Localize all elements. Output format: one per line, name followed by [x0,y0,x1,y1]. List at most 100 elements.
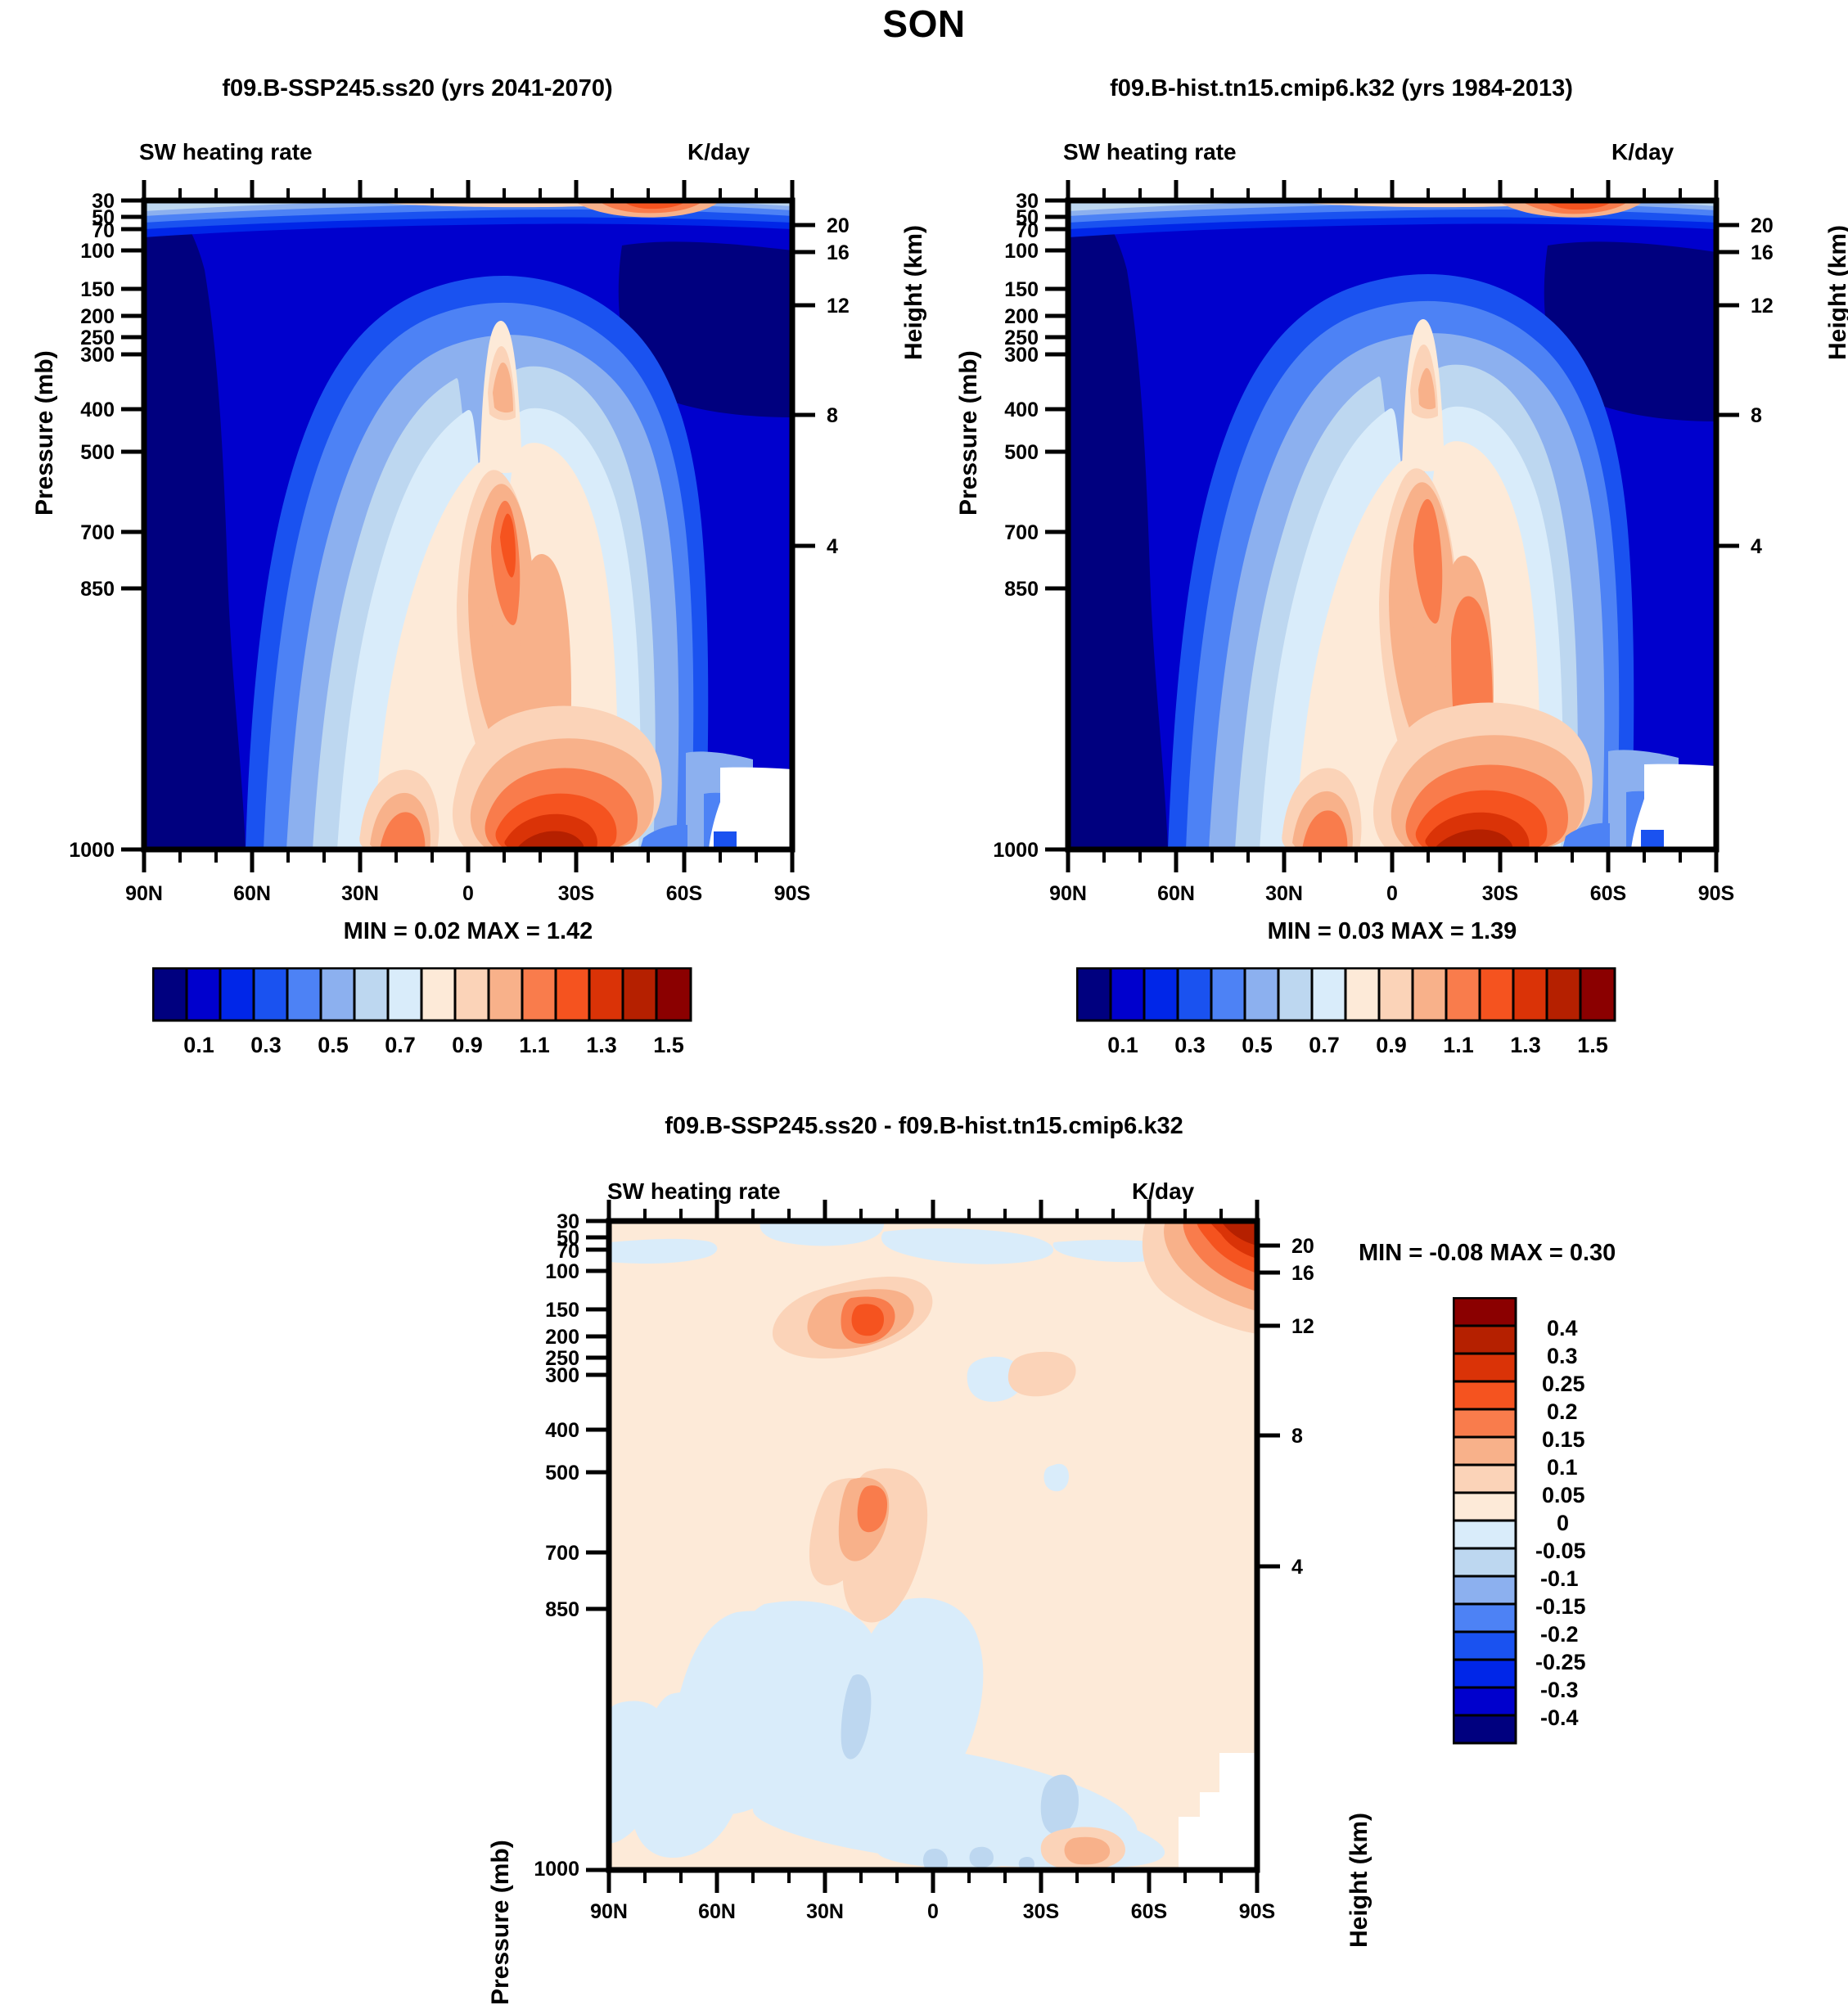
xtick-label: 90N [125,882,163,905]
colorbar-v-tick-label: -0.15 [1535,1594,1586,1619]
ytick-right-label: 4 [827,535,838,558]
ytick-label: 1000 [69,839,115,862]
panel-top-right-plot [1045,180,1739,872]
xtick-label: 90N [1049,882,1087,905]
panel-difference-units: K/day [1132,1178,1195,1204]
panel-difference-var-label: SW heating rate [607,1178,781,1204]
colorbar-v-tick-label: 0.15 [1542,1427,1585,1452]
xtick-label: 60N [233,882,271,905]
ytick-label: 500 [80,441,115,464]
panel-top-left-title: f09.B-SSP245.ss20 (yrs 2041-2070) [222,75,613,101]
ytick-label: 200 [1004,305,1039,328]
ytick-label: 700 [545,1542,579,1565]
colorbar-tick-label: 0.5 [1242,1033,1273,1057]
ytick-right-label: 12 [827,295,850,318]
ytick-label: 50 [557,1227,579,1250]
ytick-right-label: 12 [1291,1315,1314,1338]
xtick-label: 60S [1130,1900,1168,1923]
figure-suptitle: SON [882,2,966,45]
panel-top-right-minmax: MIN = 0.03 MAX = 1.39 [1267,918,1517,944]
panel-difference: f09.B-SSP245.ss20 - f09.B-hist.tn15.cmip… [0,1097,1848,2005]
xtick-label: 90S [1697,882,1735,905]
ytick-label: 700 [1004,521,1039,544]
xtick-label: 0 [462,882,474,905]
xtick-label: 90S [773,882,811,905]
xtick-label: 30N [806,1900,844,1923]
ytick-label: 400 [1004,399,1039,421]
ytick-right-label: 16 [1291,1262,1314,1285]
ytick-label: 150 [1004,278,1039,301]
colorbar-v-tick-label: 0.4 [1547,1316,1578,1340]
colorbar-v-tick-label: -0.3 [1540,1678,1579,1702]
ytick-right-label: 4 [1751,535,1762,558]
ytick-label: 850 [1004,578,1039,601]
xtick-label: 30N [1265,882,1303,905]
ytick-right-label: 8 [1291,1425,1303,1448]
xtick-label: 90S [1238,1900,1276,1923]
colorbar-tick-label: 0.7 [385,1033,416,1057]
ytick-label: 200 [545,1326,579,1349]
colorbar-difference [1453,1297,1526,1755]
ytick-right-label: 12 [1751,295,1774,318]
xtick-label: 60S [665,882,703,905]
colorbar-v-tick-label: -0.05 [1535,1539,1586,1563]
ytick-label: 250 [80,327,115,349]
colorbar-tick-label: 0.3 [250,1033,282,1057]
colorbar-main-left [152,967,692,1023]
colorbar-v-tick-label: -0.4 [1540,1705,1579,1730]
colorbar-tick-label: 0.9 [1376,1033,1407,1057]
colorbar-tick-label: 0.9 [452,1033,483,1057]
colorbar-tick-label: 0.7 [1309,1033,1340,1057]
colorbar-v-tick-label: 0.25 [1542,1372,1585,1396]
colorbar-v-tick-label: 0.05 [1542,1483,1585,1507]
panel-top-left-var-label: SW heating rate [139,139,313,164]
colorbar-tick-label: 1.5 [653,1033,684,1057]
colorbar-v-tick-label: -0.1 [1540,1566,1579,1591]
colorbar-tick-label: 1.1 [519,1033,550,1057]
ytick-label: 300 [545,1364,579,1387]
xtick-label: 60N [1157,882,1195,905]
panel-difference-title: f09.B-SSP245.ss20 - f09.B-hist.tn15.cmip… [665,1113,1183,1139]
colorbar-tick-label: 1.5 [1577,1033,1608,1057]
panel-top-left-plot [121,180,815,872]
ytick-label: 400 [545,1419,579,1442]
ytick-label: 200 [80,305,115,328]
ytick-label: 700 [80,521,115,544]
ytick-right-label: 8 [1751,404,1762,427]
colorbar-v-tick-label: -0.2 [1540,1622,1579,1647]
colorbar-tick-label: 1.3 [1510,1033,1541,1057]
colorbar-tick-label: 0.1 [183,1033,214,1057]
colorbar-tick-label: 0.1 [1107,1033,1138,1057]
panel-top-left-minmax: MIN = 0.02 MAX = 1.42 [343,918,593,944]
ytick-label: 400 [80,399,115,421]
ytick-label: 850 [80,578,115,601]
ytick-label: 100 [545,1260,579,1283]
colorbar-tick-label: 0.5 [318,1033,349,1057]
colorbar-v-tick-label: 0.2 [1547,1399,1578,1424]
ytick-label: 70 [557,1240,579,1263]
ytick-label: 850 [545,1598,579,1621]
panel-top-right: f09.B-hist.tn15.cmip6.k32 (yrs 1984-2013… [924,0,1848,1097]
xtick-label: 90N [590,1900,628,1923]
colorbar-v-tick-label: 0.1 [1547,1455,1578,1480]
xtick-label: 60N [698,1900,736,1923]
ytick-right-label: 4 [1291,1556,1303,1579]
colorbar-tick-label: 1.3 [586,1033,617,1057]
ytick-label: 30 [1016,190,1039,213]
ytick-label: 100 [1004,240,1039,263]
ytick-label: 250 [545,1347,579,1370]
xtick-label: 30N [341,882,379,905]
ytick-right-label: 20 [1291,1235,1314,1258]
ytick-label: 70 [92,219,115,242]
colorbar-v-tick-label: -0.25 [1535,1650,1586,1674]
panel-top-right-units: K/day [1611,139,1674,164]
xtick-label: 30S [1481,882,1519,905]
ytick-right-label: 20 [827,214,850,237]
panel-top-right-title: f09.B-hist.tn15.cmip6.k32 (yrs 1984-2013… [1110,75,1573,101]
ytick-label: 150 [80,278,115,301]
ytick-right-label: 16 [827,241,850,264]
colorbar-v-tick-label: 0 [1557,1511,1570,1535]
ytick-label: 250 [1004,327,1039,349]
colorbar-tick-label: 1.1 [1443,1033,1474,1057]
